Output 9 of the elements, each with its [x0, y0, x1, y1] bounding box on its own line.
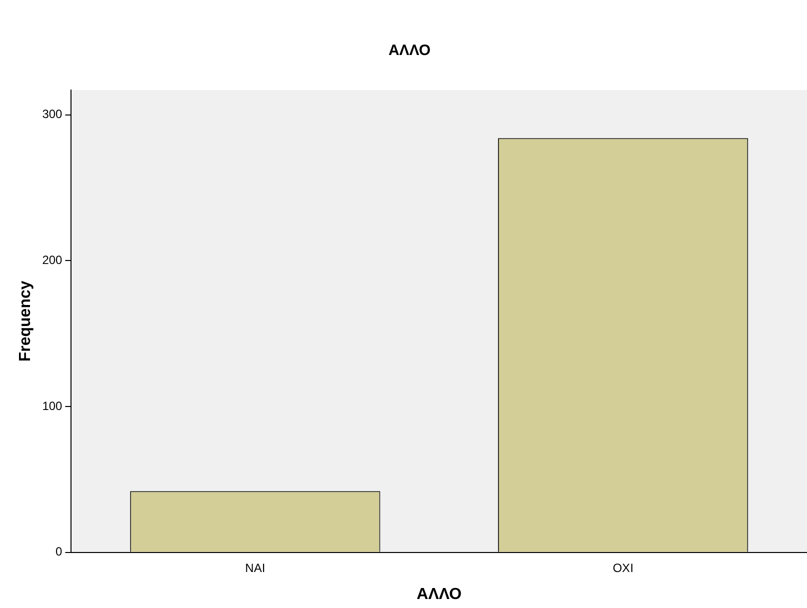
x-tick-label: ΟΧΙ: [612, 560, 634, 575]
y-tick-label: 0: [56, 544, 63, 559]
y-tick-label: 100: [42, 398, 63, 413]
y-axis-title: Frequency: [17, 280, 34, 362]
x-tick-label: ΝΑΙ: [245, 560, 266, 575]
y-tick-label: 200: [42, 252, 63, 267]
x-axis-title: ΑΛΛΟ: [416, 586, 462, 603]
chart-title: ΑΛΛΟ: [388, 42, 431, 60]
y-tick-label: 300: [42, 107, 63, 122]
